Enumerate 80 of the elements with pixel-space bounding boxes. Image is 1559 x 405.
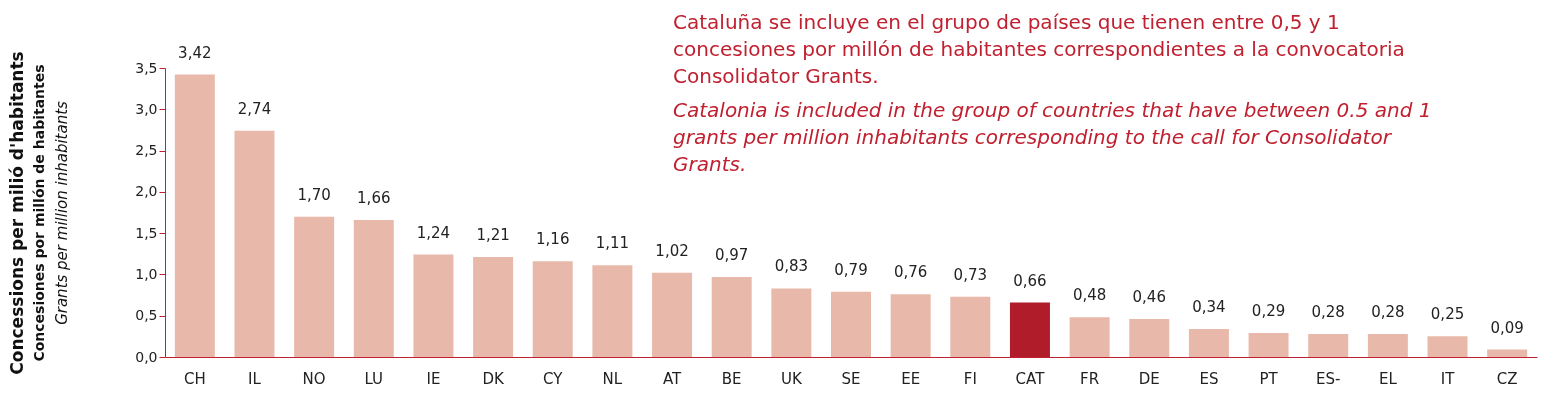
- x-tick-label: FI: [963, 369, 977, 388]
- bar: [1427, 336, 1468, 357]
- data-label: 0,73: [953, 265, 988, 284]
- x-tick-label: CZ: [1496, 369, 1518, 388]
- data-label: 0,97: [714, 245, 749, 264]
- x-tick-label: CAT: [1015, 369, 1046, 388]
- bar: [174, 74, 215, 357]
- data-label: 1,11: [595, 234, 630, 253]
- y-tick-label: 3,5: [135, 59, 158, 76]
- bar: [473, 257, 514, 357]
- x-tick-label: EL: [1378, 369, 1398, 388]
- data-label: 0,48: [1072, 286, 1107, 305]
- bar: [413, 254, 454, 357]
- x-tick-label: FR: [1080, 369, 1100, 388]
- data-label: 1,21: [476, 226, 510, 245]
- y-tick-label: 1,5: [135, 224, 158, 241]
- x-tick-label: IE: [426, 369, 441, 388]
- y-tick-label: 2,0: [135, 183, 158, 200]
- bar: [1487, 349, 1528, 357]
- bar: [1069, 317, 1110, 357]
- x-tick-label: PT: [1259, 369, 1279, 388]
- y-tick-label: 1,0: [135, 265, 158, 282]
- annotation: Catalonia is included in the group of countries that have between 0.5 and 1 grants per million inhabitants corresponding to the call for Consolidator Grants.: [673, 98, 1432, 176]
- bar: [1308, 333, 1349, 357]
- data-label: 0,79: [834, 260, 868, 279]
- data-label: 0,25: [1430, 305, 1465, 324]
- x-tick-label: ES: [1199, 369, 1219, 388]
- x-tick-label: CY: [543, 369, 564, 388]
- data-label: 2,74: [237, 99, 272, 118]
- x-tick-label: AT: [662, 369, 683, 388]
- data-label: 0,76: [893, 263, 928, 282]
- data-label: 1,66: [357, 188, 391, 207]
- bar: [353, 219, 394, 357]
- bar: [294, 216, 335, 357]
- y-tick-label: 3,0: [135, 100, 158, 117]
- data-label: 1,70: [297, 185, 331, 204]
- x-tick-label: IL: [248, 369, 262, 388]
- y-axis-title: Concessions per milió d'habitants Concesiones por millón de habitantes Grants per million inhabitants: [7, 51, 71, 375]
- x-tick-label: IT: [1440, 369, 1456, 388]
- bar: [1009, 302, 1050, 357]
- x-tick-label: NL: [602, 369, 623, 388]
- x-tick-label: LU: [364, 369, 384, 388]
- data-label: 1,24: [416, 223, 451, 242]
- y-tick-label: 0,5: [135, 307, 158, 324]
- data-label: 3,42: [178, 43, 212, 62]
- x-tick-label: SE: [841, 369, 861, 388]
- bar: [1129, 319, 1170, 357]
- data-label: 1,16: [536, 230, 570, 249]
- y-tick-label: 2,5: [135, 142, 158, 159]
- data-label: 0,28: [1311, 302, 1345, 321]
- x-tick-label: UK: [780, 369, 803, 388]
- data-label: 0,34: [1192, 297, 1226, 316]
- x-tick-label: DE: [1138, 369, 1160, 388]
- y-tick-label: 0,0: [135, 348, 158, 365]
- bar: [1248, 333, 1289, 357]
- bar: [592, 265, 633, 357]
- bar: [831, 291, 871, 357]
- x-tick-label: DK: [482, 369, 505, 388]
- data-label: 0,29: [1251, 302, 1286, 321]
- bar: [1367, 333, 1408, 357]
- bar: [711, 276, 752, 357]
- bar: [771, 288, 812, 357]
- x-tick-label: EE: [901, 369, 921, 388]
- bar: [532, 261, 573, 357]
- data-label: 0,28: [1371, 302, 1405, 321]
- x-tick-label: ES-: [1316, 369, 1341, 388]
- x-tick-label: NO: [302, 369, 326, 388]
- data-label: 1,02: [655, 241, 689, 260]
- data-label: 0,09: [1490, 318, 1524, 337]
- bar: [890, 294, 931, 357]
- bar: [1188, 328, 1229, 357]
- bar: [950, 296, 991, 357]
- data-label: 0,83: [774, 257, 809, 276]
- x-tick-label: CH: [183, 369, 206, 388]
- x-tick-label: BE: [721, 369, 742, 388]
- data-label: 0,46: [1132, 288, 1166, 307]
- bar: [234, 130, 275, 357]
- data-label: 0,66: [1013, 271, 1047, 290]
- bar: [652, 272, 693, 357]
- annotation: Cataluña se incluye en el grupo de países que tienen entre 0,5 y 1 concesiones por millón de habitantes correspondientes a la convocatoria Consolidator Grants.: [673, 10, 1405, 88]
